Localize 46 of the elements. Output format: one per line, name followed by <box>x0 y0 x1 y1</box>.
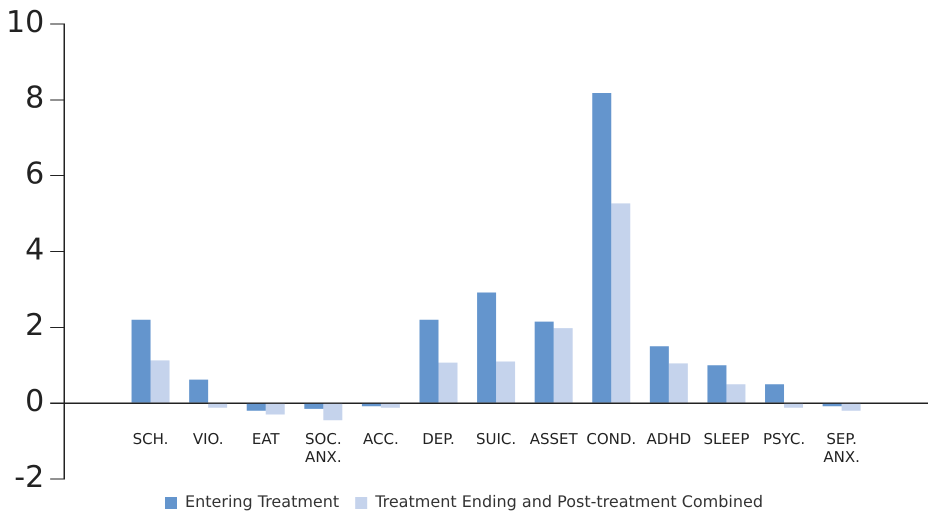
y-tick-label: 6 <box>25 156 44 192</box>
bar <box>707 365 726 402</box>
bar <box>668 363 688 402</box>
y-tick-label: 0 <box>25 384 44 419</box>
bar <box>554 328 573 402</box>
bar <box>304 404 324 409</box>
bar <box>496 361 516 402</box>
bar <box>189 380 208 402</box>
bar <box>477 292 496 402</box>
bar <box>592 93 612 402</box>
bar <box>323 404 342 420</box>
y-tick-label: 10 <box>6 4 44 40</box>
bar <box>438 362 458 402</box>
bar <box>611 203 630 402</box>
x-tick-label: SUIC. <box>476 430 516 448</box>
bar <box>650 346 669 402</box>
y-tick-label: -2 <box>14 460 44 495</box>
y-tick-label: 8 <box>25 80 44 116</box>
x-tick-label: PSYC. <box>762 430 806 448</box>
x-tick-label: SOC. ANX. <box>305 430 342 466</box>
bar <box>266 404 285 415</box>
bar <box>784 404 804 408</box>
x-tick-label: ADHD <box>646 430 692 448</box>
x-tick-label: SCH. <box>132 430 168 448</box>
x-tick-label: DEP. <box>422 430 455 448</box>
x-tick-label: VIO. <box>192 430 224 448</box>
bar <box>208 404 228 408</box>
bar <box>246 404 266 411</box>
x-tick-label: COND. <box>586 430 636 448</box>
bar <box>534 322 554 402</box>
bar <box>842 404 861 411</box>
bar <box>419 320 438 402</box>
x-tick-label: ACC. <box>363 430 399 448</box>
x-tick-label: SLEEP <box>703 430 750 448</box>
x-tick-label: EAT <box>252 430 280 448</box>
bar <box>726 384 746 402</box>
bar <box>150 360 170 402</box>
bar <box>765 384 784 402</box>
bar <box>132 320 151 402</box>
legend-label: Treatment Ending and Post-treatment Combined <box>374 492 763 512</box>
x-tick-label: SEP. ANX. <box>823 430 860 466</box>
bar <box>380 404 400 408</box>
y-tick-label: 4 <box>25 232 44 268</box>
legend-label: Entering Treatment <box>185 492 340 512</box>
y-tick-label: 2 <box>25 308 44 344</box>
x-tick-label: ASSET <box>530 430 578 448</box>
